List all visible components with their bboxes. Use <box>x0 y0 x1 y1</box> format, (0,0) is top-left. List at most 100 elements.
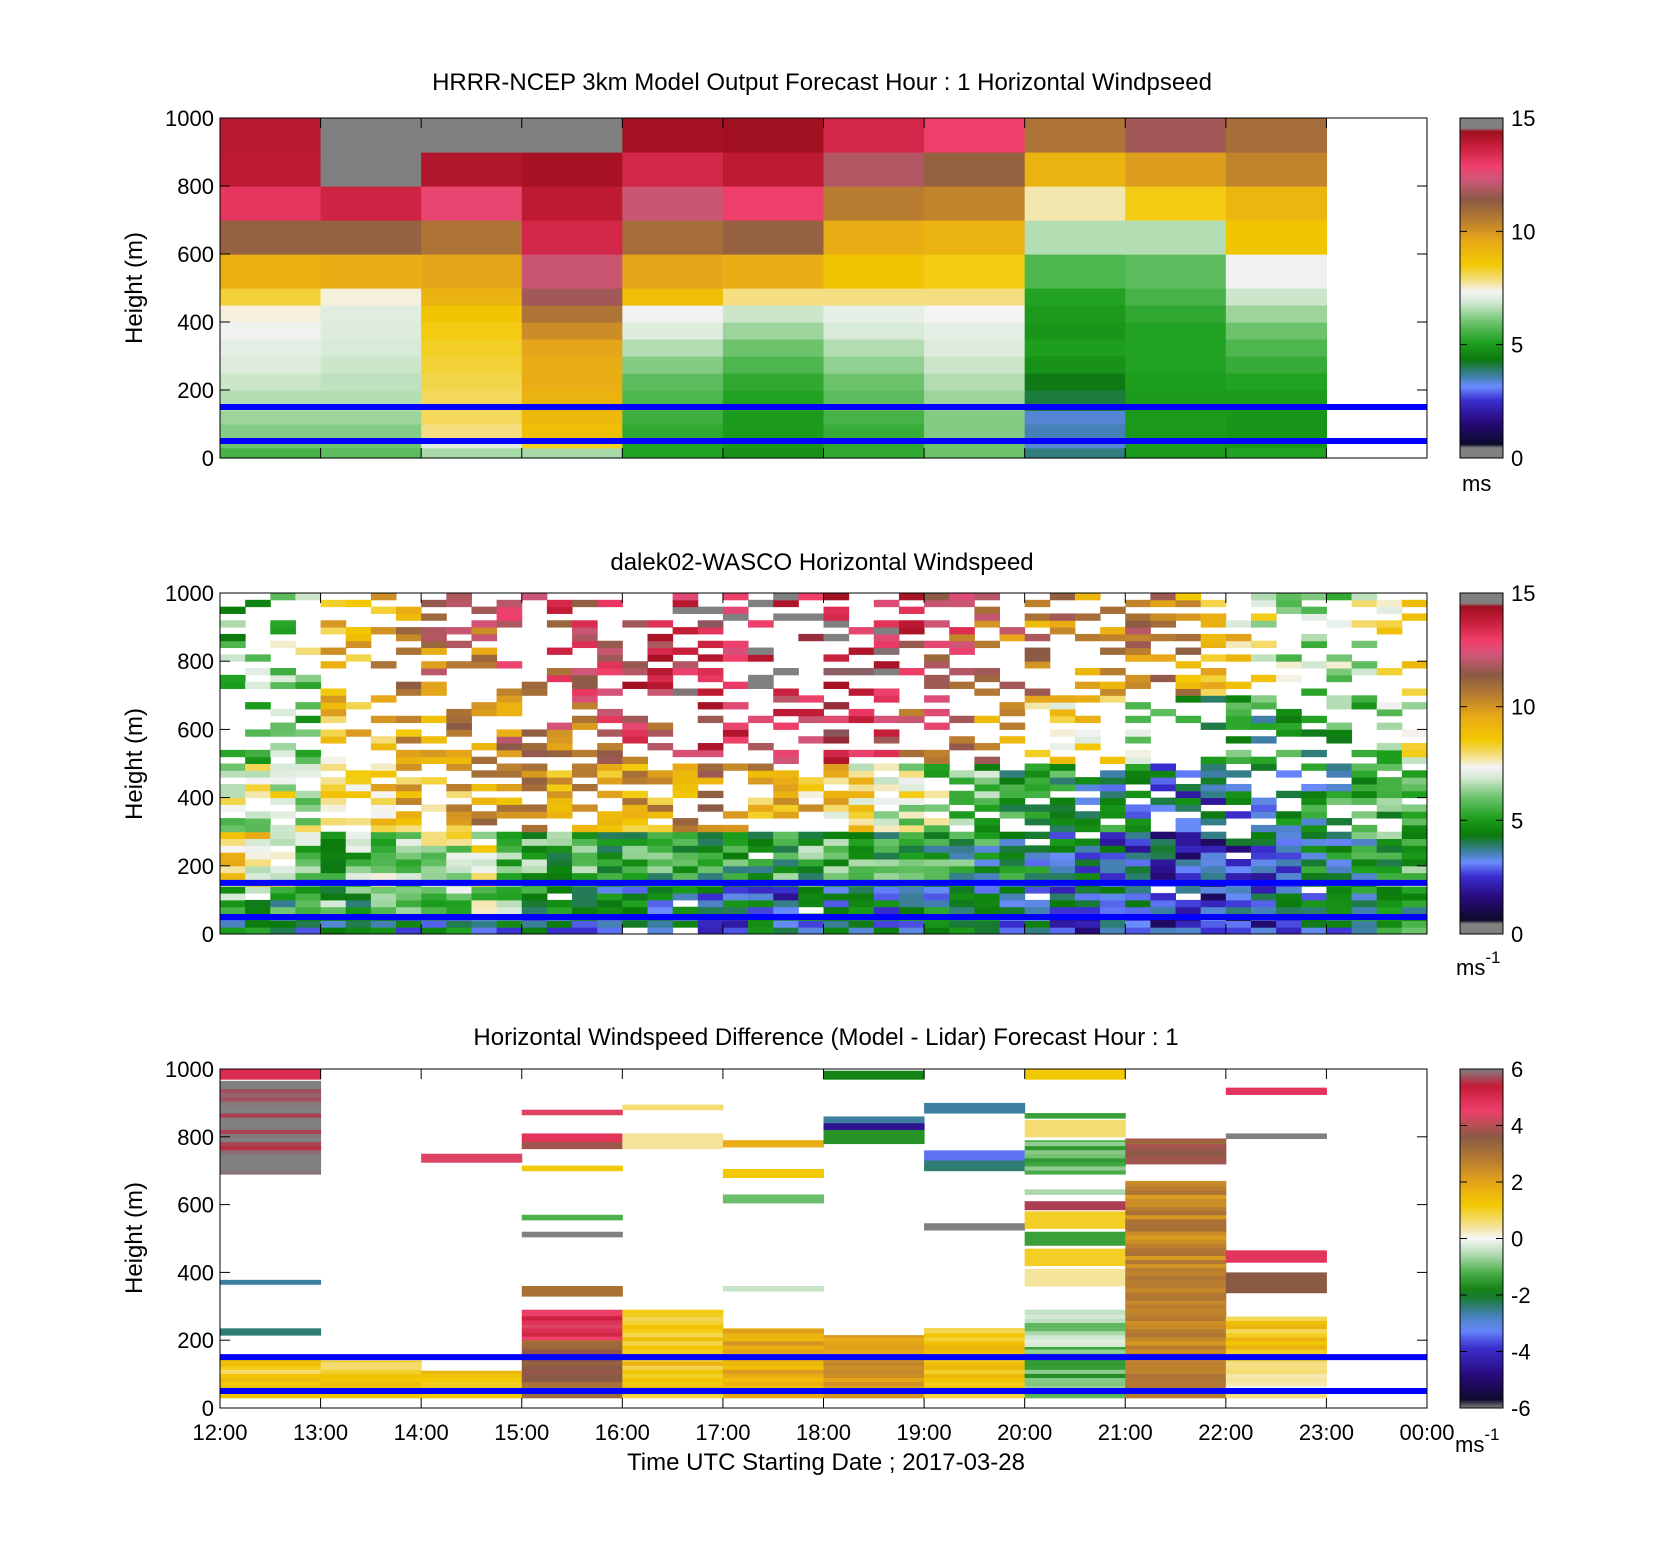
heatmap-cell <box>773 797 799 805</box>
heatmap-cell <box>421 668 447 676</box>
difference-bar <box>1024 1165 1126 1171</box>
heatmap-cell <box>345 777 372 785</box>
heatmap-cell <box>1376 893 1403 901</box>
heatmap-cell <box>496 872 523 880</box>
heatmap-cell <box>521 743 548 751</box>
heatmap-cell <box>823 927 850 935</box>
heatmap-cell <box>1225 811 1252 819</box>
heatmap-cell <box>924 593 950 601</box>
heatmap-cell <box>1250 674 1277 683</box>
panel-model-ylabel: Height (m) <box>121 232 148 344</box>
heatmap-cell <box>1301 838 1327 846</box>
heatmap-cell <box>597 756 623 764</box>
heatmap-cell <box>597 763 623 771</box>
heatmap-cell <box>672 668 699 676</box>
heatmap-cell <box>924 695 950 703</box>
heatmap-cell <box>1401 886 1428 894</box>
heatmap-cell <box>1049 804 1076 812</box>
heatmap-cell <box>245 899 271 908</box>
difference-bar <box>1024 1170 1126 1175</box>
heatmap-cell <box>924 118 1026 153</box>
heatmap-cell <box>345 790 372 799</box>
difference-bar <box>521 1327 623 1333</box>
heatmap-cell <box>924 886 950 894</box>
difference-bar <box>220 1109 322 1114</box>
x-tick-label: 14:00 <box>394 1420 449 1445</box>
x-tick-label: 21:00 <box>1098 1420 1153 1445</box>
heatmap-cell <box>1276 593 1302 601</box>
difference-bar <box>1024 1145 1126 1151</box>
heatmap-cell <box>974 763 1001 771</box>
heatmap-cell <box>1175 804 1202 812</box>
difference-bar <box>1225 1361 1327 1366</box>
heatmap-cell <box>1125 305 1227 323</box>
heatmap-cell <box>949 872 975 880</box>
heatmap-cell <box>1150 927 1177 935</box>
heatmap-cell <box>798 777 824 785</box>
heatmap-cell <box>924 152 1026 187</box>
heatmap-cell <box>999 852 1026 860</box>
heatmap-cell <box>421 356 523 374</box>
heatmap-cell <box>1225 152 1328 187</box>
heatmap-cell <box>1326 661 1353 669</box>
heatmap-cell <box>1150 899 1177 908</box>
heatmap-cell <box>848 818 875 826</box>
heatmap-cell <box>320 763 347 771</box>
heatmap-cell <box>295 906 322 915</box>
heatmap-cell <box>974 824 1001 833</box>
heatmap-cell <box>572 858 598 867</box>
heatmap-cell <box>1024 770 1051 778</box>
heatmap-cell <box>396 777 422 785</box>
heatmap-cell <box>396 824 422 833</box>
heatmap-cell <box>1074 811 1101 819</box>
heatmap-cell <box>1200 722 1227 730</box>
difference-bar <box>622 1385 724 1391</box>
heatmap-cell <box>1225 305 1328 323</box>
difference-bar <box>521 1393 623 1399</box>
heatmap-cell <box>748 831 774 840</box>
difference-bar <box>521 1377 623 1383</box>
difference-bar <box>1024 1385 1126 1391</box>
heatmap-cell <box>220 824 246 833</box>
heatmap-cell <box>396 852 422 860</box>
difference-bar <box>1024 1361 1126 1366</box>
heatmap-cell <box>396 920 422 928</box>
heatmap-cell <box>1100 783 1126 792</box>
heatmap-cell <box>1301 661 1327 669</box>
heatmap-cell <box>1401 661 1428 669</box>
difference-bar <box>924 1369 1026 1374</box>
heatmap-cell <box>1276 708 1302 717</box>
heatmap-cell <box>924 339 1026 357</box>
heatmap-cell <box>496 797 523 805</box>
heatmap-cell <box>1225 927 1252 935</box>
heatmap-cell <box>999 770 1026 778</box>
x-tick-label: 19:00 <box>897 1420 952 1445</box>
difference-bar <box>1125 1279 1227 1285</box>
difference-bar <box>220 1149 322 1155</box>
heatmap-cell <box>396 613 422 621</box>
heatmap-cell <box>572 920 598 928</box>
heatmap-cell <box>672 893 699 901</box>
heatmap-cell <box>1250 722 1277 730</box>
heatmap-cell <box>798 831 824 840</box>
heatmap-cell <box>446 886 472 894</box>
difference-bar <box>1024 1277 1126 1283</box>
heatmap-cell <box>949 811 975 819</box>
heatmap-cell <box>1125 872 1151 880</box>
heatmap-cell <box>647 647 674 655</box>
heatmap-cell <box>1250 599 1277 608</box>
heatmap-cell <box>421 927 447 935</box>
heatmap-cell <box>1250 845 1277 853</box>
difference-bar <box>1125 1336 1227 1342</box>
heatmap-cell <box>220 220 322 255</box>
heatmap-cell <box>647 654 674 662</box>
heatmap-cell <box>320 852 347 860</box>
heatmap-cell <box>873 647 900 655</box>
heatmap-cell <box>1326 770 1353 778</box>
heatmap-cell <box>1401 770 1428 778</box>
heatmap-cell <box>848 688 875 696</box>
heatmap-cell <box>823 254 925 289</box>
heatmap-cell <box>1175 927 1202 935</box>
heatmap-cell <box>1326 858 1353 867</box>
heatmap-cell <box>974 872 1001 880</box>
